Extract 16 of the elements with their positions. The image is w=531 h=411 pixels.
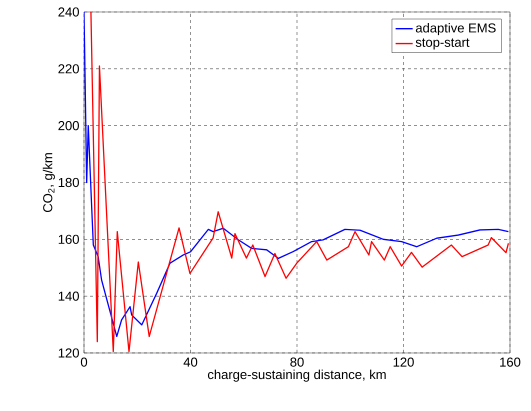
x-tick-label: 0 (80, 358, 88, 367)
legend-label: adaptive EMS (416, 23, 496, 36)
x-tick-label: 40 (184, 358, 198, 367)
x-tick-label: 120 (394, 358, 414, 367)
y-tick-label: 180 (58, 178, 79, 188)
x-axis-title: charge-sustaining distance, km (208, 370, 386, 382)
y-tick-label: 140 (58, 292, 79, 301)
y-tick-label: 200 (58, 121, 79, 130)
y-tick-label: 160 (58, 234, 79, 244)
y-tick-label: 120 (58, 348, 79, 358)
y-tick-label: 240 (58, 7, 79, 17)
x-tick-label: 80 (290, 358, 304, 367)
x-tick-label: 160 (500, 358, 520, 367)
y-axis-title: CO$_{2}$, g/km (42, 153, 55, 212)
y-tick-label: 220 (58, 64, 79, 74)
legend-label: stop-start (416, 38, 470, 50)
